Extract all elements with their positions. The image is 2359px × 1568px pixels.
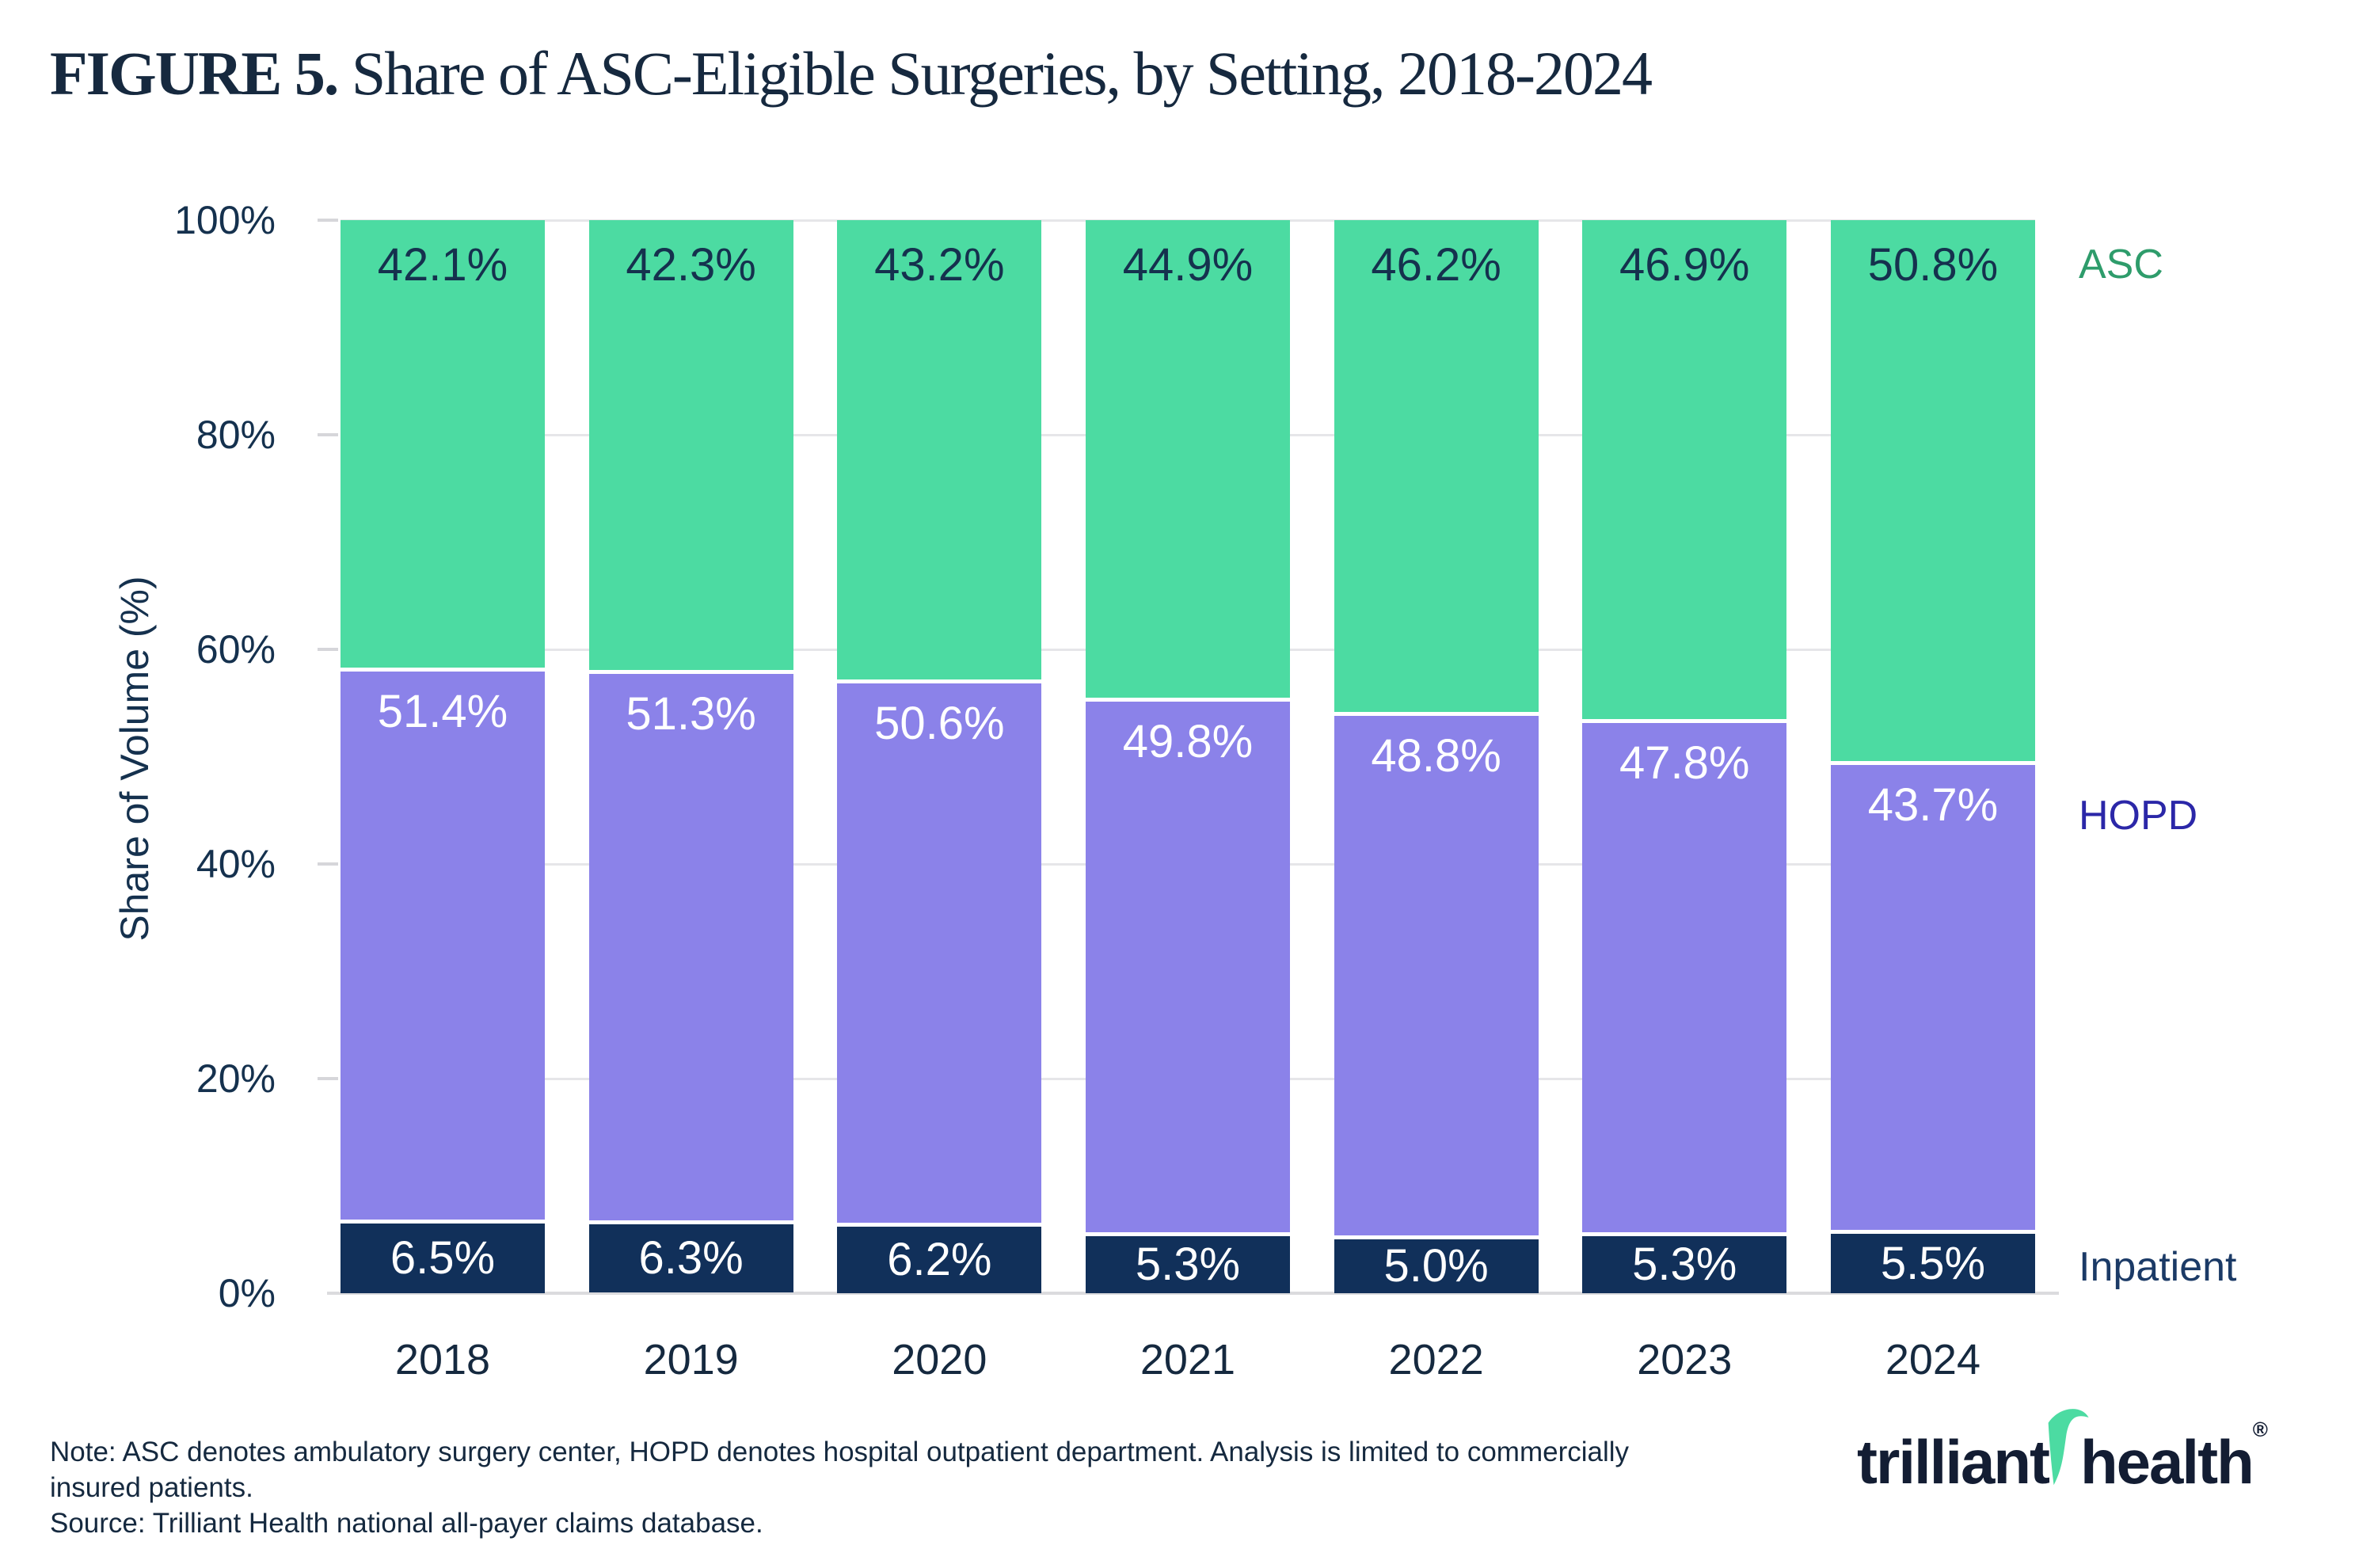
y-tick-label-60: 60% xyxy=(196,627,276,672)
legend-label-asc: ASC xyxy=(2079,241,2163,287)
bar-segment-inpatient-2023: 5.3% xyxy=(1582,1236,1787,1293)
x-tick-label-2018: 2018 xyxy=(394,1336,491,1383)
y-tick-mark-40 xyxy=(318,862,338,866)
figure-title-text: Share of ASC-Eligible Surgeries, by Sett… xyxy=(337,39,1653,108)
bar-segment-asc-2024: 50.8% xyxy=(1830,220,2035,766)
x-tick-label-2024: 2024 xyxy=(1885,1336,1980,1383)
bar-segment-hopd-2024: 43.7% xyxy=(1830,765,2035,1235)
registered-mark: ® xyxy=(2252,1418,2268,1441)
x-tick-label-2021: 2021 xyxy=(1140,1336,1236,1383)
y-tick-label-80: 80% xyxy=(196,413,276,457)
bar-segment-inpatient-2021: 5.3% xyxy=(1085,1236,1290,1293)
bar-value-label-hopd-2023: 47.8% xyxy=(1619,737,1750,790)
bar-column-2020: 43.2% 50.6% 6.2% xyxy=(837,220,1042,1293)
y-tick-label-40: 40% xyxy=(196,842,276,886)
note-text: Note: ASC denotes ambulatory surgery cen… xyxy=(50,1437,1630,1503)
bar-value-label-asc-2024: 50.8% xyxy=(1867,239,1999,291)
y-tick-mark-100 xyxy=(318,219,338,222)
y-tick-label-0: 0% xyxy=(218,1271,276,1315)
bar-value-label-hopd-2021: 49.8% xyxy=(1122,716,1254,768)
figure-title: FIGURE 5. Share of ASC-Eligible Surgerie… xyxy=(50,38,1653,109)
legend-label-inpatient: Inpatient xyxy=(2079,1244,2237,1291)
bar-column-2022: 46.2% 48.8% 5.0% xyxy=(1334,220,1539,1293)
bar-segment-hopd-2020: 50.6% xyxy=(837,683,1042,1227)
logo-swoosh-icon xyxy=(2048,1409,2089,1486)
bar-value-label-asc-2019: 42.3% xyxy=(626,239,756,291)
figure-label: FIGURE 5. xyxy=(50,39,339,108)
bar-value-label-asc-2018: 42.1% xyxy=(377,239,508,291)
bar-segment-asc-2018: 42.1% xyxy=(341,220,545,672)
bar-segment-hopd-2022: 48.8% xyxy=(1334,716,1539,1240)
y-tick-label-20: 20% xyxy=(196,1056,276,1101)
bar-value-label-inpatient-2018: 6.5% xyxy=(390,1231,496,1284)
bar-segment-asc-2020: 43.2% xyxy=(837,220,1042,684)
bar-value-label-hopd-2020: 50.6% xyxy=(874,698,1005,750)
y-tick-mark-80 xyxy=(318,433,338,436)
bar-value-label-inpatient-2022: 5.0% xyxy=(1383,1240,1489,1292)
bar-value-label-inpatient-2019: 6.3% xyxy=(638,1231,744,1284)
bar-segment-inpatient-2022: 5.0% xyxy=(1334,1239,1539,1293)
bar-value-label-asc-2023: 46.9% xyxy=(1619,239,1750,291)
bar-column-2023: 46.9% 47.8% 5.3% xyxy=(1582,220,1787,1293)
bar-segment-asc-2022: 46.2% xyxy=(1334,220,1539,716)
bar-value-label-asc-2021: 44.9% xyxy=(1122,239,1254,291)
bar-segment-hopd-2018: 51.4% xyxy=(341,672,545,1224)
bars-container: 42.1% 51.4% 6.5% 42.3% 51.3% 6.3% 43.2% 50.6% 6.… xyxy=(341,220,2035,1293)
source-text: Source: Trilliant Health national all-pa… xyxy=(50,1507,763,1539)
x-axis-labels: 2018 2019 2020 2021 2022 2023 2024 xyxy=(341,1335,2035,1384)
bar-value-label-asc-2020: 43.2% xyxy=(874,239,1005,291)
bar-segment-inpatient-2019: 6.3% xyxy=(588,1224,793,1292)
bar-segment-hopd-2021: 49.8% xyxy=(1085,702,1290,1237)
bar-value-label-inpatient-2020: 6.2% xyxy=(887,1233,992,1285)
bar-segment-asc-2019: 42.3% xyxy=(588,220,793,675)
bar-value-label-inpatient-2021: 5.3% xyxy=(1135,1239,1241,1291)
bar-value-label-asc-2022: 46.2% xyxy=(1371,239,1501,291)
bar-column-2021: 44.9% 49.8% 5.3% xyxy=(1085,220,1290,1293)
y-tick-label-100: 100% xyxy=(174,198,276,242)
bar-value-label-hopd-2024: 43.7% xyxy=(1867,779,1999,832)
bar-value-label-hopd-2018: 51.4% xyxy=(377,686,508,738)
x-tick-label-2023: 2023 xyxy=(1637,1336,1733,1383)
bar-segment-inpatient-2020: 6.2% xyxy=(837,1226,1042,1293)
bar-value-label-inpatient-2024: 5.5% xyxy=(1880,1237,1986,1289)
bar-segment-hopd-2023: 47.8% xyxy=(1582,723,1787,1237)
x-tick-label-2022: 2022 xyxy=(1388,1336,1484,1383)
logo-word-health: health xyxy=(2080,1427,2254,1497)
x-axis-baseline xyxy=(327,1292,2059,1295)
y-tick-mark-20 xyxy=(318,1077,338,1080)
trilliant-health-logo: trilliant health ® xyxy=(1857,1409,2268,1508)
legend-label-hopd: HOPD xyxy=(2079,793,2198,839)
x-tick-label-2020: 2020 xyxy=(892,1336,987,1383)
bar-segment-asc-2023: 46.9% xyxy=(1582,220,1787,724)
logo-word-trilliant: trilliant xyxy=(1857,1427,2050,1497)
bar-segment-asc-2021: 44.9% xyxy=(1085,220,1290,702)
bar-value-label-hopd-2022: 48.8% xyxy=(1371,730,1501,782)
bar-segment-hopd-2019: 51.3% xyxy=(588,674,793,1225)
bar-column-2018: 42.1% 51.4% 6.5% xyxy=(341,220,545,1293)
bar-segment-inpatient-2024: 5.5% xyxy=(1830,1234,2035,1293)
bar-column-2019: 42.3% 51.3% 6.3% xyxy=(588,220,793,1293)
bar-value-label-inpatient-2023: 5.3% xyxy=(1632,1239,1737,1291)
bar-segment-inpatient-2018: 6.5% xyxy=(341,1223,545,1293)
y-tick-mark-60 xyxy=(318,648,338,651)
bar-value-label-hopd-2019: 51.3% xyxy=(626,688,756,740)
footnotes: Note: ASC denotes ambulatory surgery cen… xyxy=(50,1435,1721,1541)
x-tick-label-2019: 2019 xyxy=(643,1336,739,1383)
bar-column-2024: 50.8% 43.7% 5.5% xyxy=(1830,220,2035,1293)
